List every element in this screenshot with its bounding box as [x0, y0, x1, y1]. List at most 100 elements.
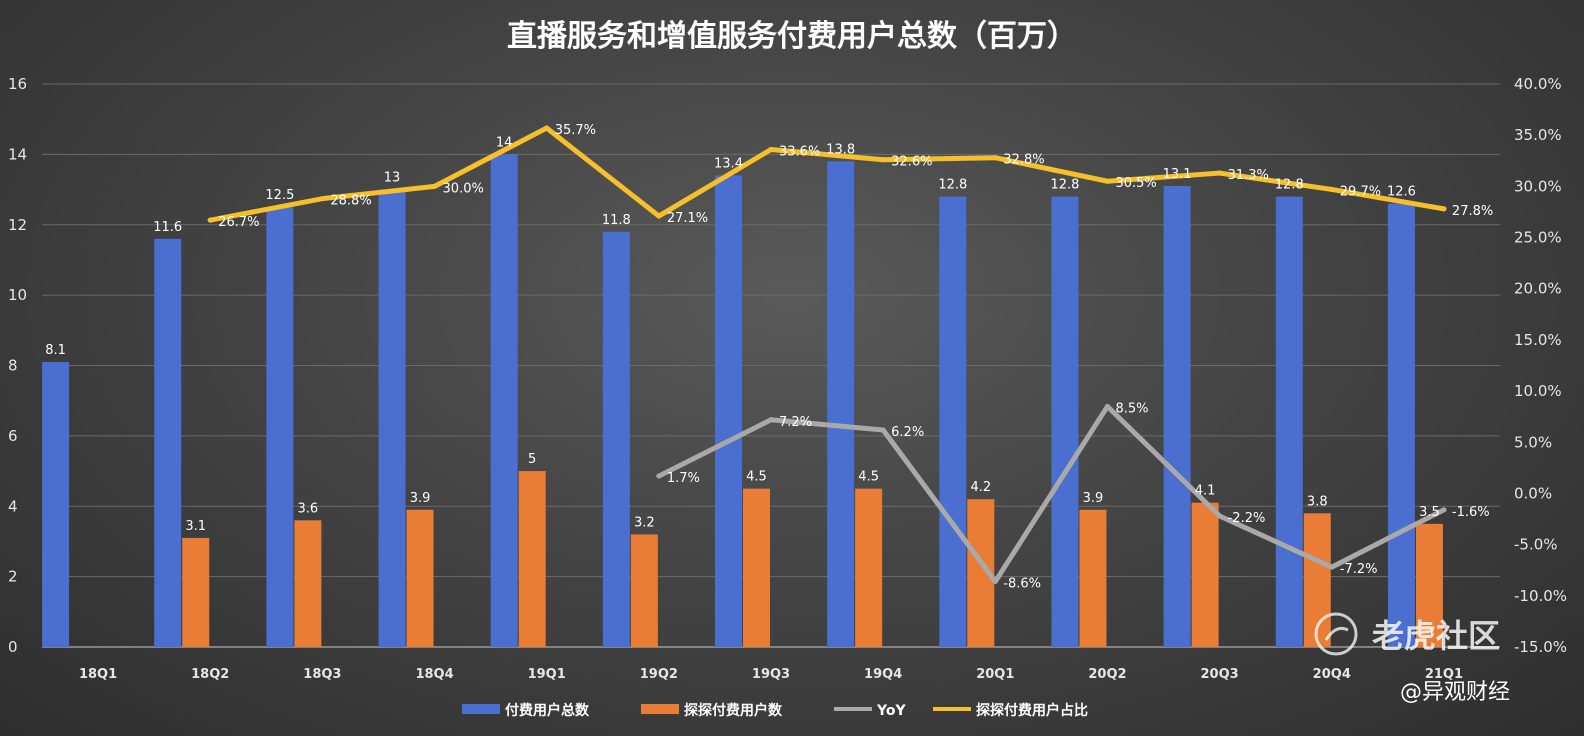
right-tick-label: 40.0%: [1514, 75, 1562, 93]
line-value-label: 27.8%: [1452, 204, 1493, 219]
line-value-label: 29.7%: [1340, 184, 1381, 199]
bar-value-label: 5: [528, 452, 536, 467]
right-tick-label: 15.0%: [1514, 331, 1562, 349]
x-tick-label: 20Q4: [1313, 667, 1351, 682]
line-point: [1217, 513, 1223, 519]
left-tick-label: 14: [8, 145, 27, 163]
x-tick-label: 19Q1: [528, 667, 566, 682]
series-line: [207, 125, 1447, 223]
right-axis: -15.0% -10.0% -5.0% 0.0% 5.0% 10.0% 15.0% 20.0%…: [1514, 75, 1567, 656]
line-value-label: 26.7%: [218, 215, 259, 230]
right-tick-label: 20.0%: [1514, 280, 1562, 298]
bar-value-label: 3.2: [634, 515, 655, 530]
line-series: [207, 125, 1447, 584]
bar: [1415, 523, 1443, 647]
right-tick-label: 35.0%: [1514, 126, 1562, 144]
bar-value-label: 12.6: [1387, 185, 1416, 200]
line-value-label: 30.0%: [443, 181, 484, 196]
line-point: [1329, 186, 1335, 192]
bar: [490, 154, 518, 647]
bar-value-label: 12.8: [938, 178, 967, 193]
right-tick-label: 30.0%: [1514, 177, 1562, 195]
left-tick-label: 12: [8, 216, 27, 234]
line-point: [1329, 564, 1335, 570]
line-point: [544, 125, 550, 131]
bar-value-label: 12.8: [1050, 178, 1079, 193]
bar: [266, 207, 294, 647]
bar-value-label: 13.4: [714, 156, 743, 171]
line-value-label: 33.6%: [779, 145, 820, 160]
x-tick-label: 18Q2: [191, 667, 229, 682]
bar: [378, 189, 406, 647]
bar-value-label: 13.8: [826, 142, 855, 157]
watermark-credit: @异观财经: [1400, 680, 1510, 705]
bar-value-label: 3.1: [185, 519, 206, 534]
line-value-label: -2.2%: [1228, 511, 1266, 526]
line-point: [992, 155, 998, 161]
bar: [602, 231, 630, 647]
line-point: [207, 217, 213, 223]
bar: [743, 488, 770, 647]
x-tick-label: 20Q3: [1201, 667, 1239, 682]
line-value-label: 32.8%: [1003, 153, 1044, 168]
bar-value-label: 3.5: [1419, 505, 1440, 520]
line-point: [880, 427, 886, 433]
line-point: [319, 196, 325, 202]
legend-label: YoY: [876, 703, 906, 719]
x-tick-label: 19Q2: [640, 667, 678, 682]
line-point: [1441, 206, 1447, 212]
line-point: [768, 147, 774, 153]
x-axis: 18Q1 18Q2 18Q3 18Q4 19Q1 19Q2 19Q3 19Q4 20Q1 20Q2…: [79, 667, 1463, 682]
left-tick-label: 6: [8, 427, 18, 445]
bar: [1275, 196, 1303, 647]
line-point: [1104, 403, 1110, 409]
legend: 付费用户总数 探探付费用户数 YoY 探探付费用户占比: [462, 702, 1088, 719]
line-value-label: 1.7%: [667, 471, 700, 486]
right-tick-label: 0.0%: [1514, 484, 1552, 502]
bar: [1079, 509, 1107, 647]
series-line: [656, 403, 1447, 584]
x-tick-label: 18Q1: [79, 667, 117, 682]
bar-value-label: 8.1: [45, 343, 66, 358]
bar-value-label: 3.9: [410, 491, 431, 506]
right-tick-label: 10.0%: [1514, 382, 1562, 400]
bar-value-label: 13: [384, 171, 401, 186]
bar-series: [42, 154, 1443, 648]
right-tick-label: 5.0%: [1514, 433, 1552, 451]
line-point: [1104, 178, 1110, 184]
bar-value-label: 12.8: [1275, 178, 1304, 193]
bar-value-label: 13.1: [1163, 167, 1192, 182]
legend-swatch: [641, 704, 679, 714]
legend-label: 探探付费用户占比: [976, 702, 1088, 719]
line-point: [432, 183, 438, 189]
line-value-label: 7.2%: [779, 415, 812, 430]
bar-value-label: 4.1: [1195, 484, 1216, 499]
bar: [715, 175, 742, 648]
bar: [518, 471, 546, 647]
bar-value-label: 11.8: [602, 213, 631, 228]
tiger-logo-icon: [1314, 612, 1358, 656]
bar-value-label: 4.5: [858, 470, 879, 485]
bar: [406, 509, 434, 647]
watermark: 老虎社区 @异观财经: [1314, 612, 1510, 705]
bar-value-label: 3.8: [1307, 494, 1328, 509]
bar-value-label: 14: [496, 135, 513, 150]
line-point: [1217, 170, 1223, 176]
line-value-label: 28.8%: [330, 194, 371, 209]
left-tick-label: 2: [8, 568, 18, 586]
x-tick-label: 21Q1: [1425, 667, 1463, 682]
bar-value-label: 3.9: [1083, 491, 1104, 506]
bar-value-label: 12.5: [265, 188, 294, 203]
bar: [630, 534, 658, 647]
chart-title: 直播服务和增值服务付费用户总数（百万）: [507, 19, 1077, 54]
line-point: [656, 213, 662, 219]
x-tick-label: 20Q1: [976, 667, 1014, 682]
bar-value-label: 4.5: [746, 470, 767, 485]
bar: [42, 361, 70, 647]
line-value-label: -7.2%: [1340, 562, 1378, 577]
right-tick-label: -10.0%: [1514, 587, 1567, 605]
bar-value-label: 11.6: [153, 220, 182, 235]
legend-label: 探探付费用户数: [684, 702, 783, 719]
line-point: [880, 157, 886, 163]
